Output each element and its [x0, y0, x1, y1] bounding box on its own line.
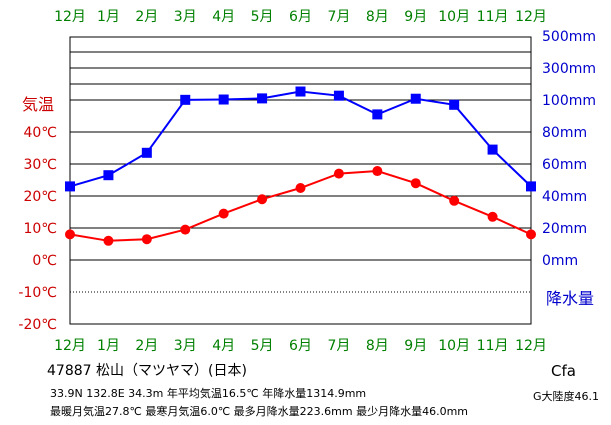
- temperature-point: [333, 168, 344, 179]
- temperature-point: [449, 195, 460, 206]
- precipitation-tick-label: 500mm: [542, 29, 596, 45]
- precipitation-axis-ticks: 500mm 300mm 100mm 80mm 60mm 40mm 20mm 0mm: [542, 29, 596, 269]
- temperature-line: [69, 170, 532, 242]
- month-label: 7月: [327, 338, 350, 354]
- station-summary: 33.9N 132.8E 34.3m 年平均気温16.5℃ 年降水量1314.9…: [50, 387, 367, 400]
- precipitation-point: [65, 181, 75, 192]
- koppen-class: Cfa: [551, 362, 576, 380]
- precipitation-point: [449, 99, 460, 110]
- month-labels-bottom: 12月 1月 2月 3月 4月 5月 6月 7月 8月 9月 10月 11月 12月: [54, 338, 547, 354]
- month-label: 11月: [477, 9, 509, 25]
- precipitation-point: [372, 109, 383, 120]
- precipitation-point: [180, 94, 191, 105]
- month-label: 1月: [97, 9, 120, 25]
- precipitation-point: [257, 93, 268, 104]
- month-label: 5月: [251, 338, 274, 354]
- temperature-point: [372, 166, 383, 177]
- precipitation-point: [333, 90, 344, 101]
- temperature-tick-label: -10℃: [18, 285, 57, 301]
- precipitation-tick-label: 100mm: [542, 93, 596, 109]
- temperature-point: [410, 178, 421, 189]
- month-label: 2月: [135, 9, 158, 25]
- precipitation-axis-label: 降水量: [546, 289, 594, 308]
- temperature-axis-label: 気温: [22, 95, 54, 114]
- temperature-point: [180, 224, 191, 235]
- station-extremes: 最暖月気温27.8℃ 最寒月気温6.0℃ 最多月降水量223.6mm 最少月降水…: [50, 405, 469, 418]
- month-label: 11月: [477, 338, 509, 354]
- month-label: 8月: [366, 338, 389, 354]
- chart-grid: [69, 36, 532, 325]
- temperature-point: [65, 229, 75, 240]
- month-label: 3月: [174, 338, 197, 354]
- temperature-point: [141, 234, 152, 245]
- temperature-point: [487, 211, 498, 222]
- temperature-tick-label: 20℃: [23, 189, 57, 205]
- temperature-tick-label: 40℃: [23, 125, 57, 141]
- temperature-point: [103, 235, 114, 246]
- month-label: 6月: [289, 9, 312, 25]
- series-lines: [69, 90, 532, 242]
- temperature-tick-label: 10℃: [23, 221, 57, 237]
- precipitation-tick-label: 0mm: [542, 253, 578, 269]
- month-label: 9月: [404, 338, 427, 354]
- station-name: 47887 松山（マツヤマ）(日本): [47, 363, 247, 379]
- month-label: 4月: [212, 9, 235, 25]
- month-label: 10月: [438, 9, 470, 25]
- temperature-tick-label: 30℃: [23, 157, 57, 173]
- month-label: 7月: [327, 9, 350, 25]
- temperature-point: [526, 229, 536, 240]
- temperature-point: [295, 183, 306, 193]
- temperature-tick-label: 0℃: [32, 253, 57, 269]
- month-label: 12月: [54, 338, 86, 354]
- month-label: 12月: [515, 338, 547, 354]
- month-label: 8月: [366, 9, 389, 25]
- temperature-point: [257, 194, 268, 205]
- month-label: 6月: [289, 338, 312, 354]
- month-label: 9月: [404, 9, 427, 25]
- continentality-index: G大陸度46.1: [533, 390, 600, 403]
- precipitation-tick-label: 60mm: [542, 157, 587, 173]
- month-label: 10月: [438, 338, 470, 354]
- precipitation-point: [526, 181, 536, 192]
- precipitation-point: [410, 93, 421, 104]
- precipitation-point: [218, 94, 229, 105]
- precipitation-point: [141, 147, 152, 158]
- month-label: 12月: [54, 9, 86, 25]
- month-label: 5月: [251, 9, 274, 25]
- plot-frame: [69, 36, 532, 325]
- precipitation-tick-label: 300mm: [542, 61, 596, 77]
- month-label: 4月: [212, 338, 235, 354]
- series-markers: [65, 86, 536, 246]
- temperature-tick-label: -20℃: [18, 317, 57, 333]
- month-label: 3月: [174, 9, 197, 25]
- month-label: 2月: [135, 338, 158, 354]
- month-label: 12月: [515, 9, 547, 25]
- precipitation-tick-label: 40mm: [542, 189, 587, 205]
- precipitation-point: [295, 86, 306, 97]
- temperature-point: [218, 208, 229, 219]
- precipitation-line: [69, 90, 532, 188]
- temperature-axis-ticks: 40℃ 30℃ 20℃ 10℃ 0℃ -10℃ -20℃: [18, 125, 57, 333]
- precipitation-tick-label: 20mm: [542, 221, 587, 237]
- precipitation-point: [103, 170, 114, 181]
- precipitation-point: [487, 144, 498, 155]
- precipitation-tick-label: 80mm: [542, 125, 587, 141]
- month-label: 1月: [97, 338, 120, 354]
- month-labels-top: 12月 1月 2月 3月 4月 5月 6月 7月 8月 9月 10月 11月 12月: [54, 9, 547, 25]
